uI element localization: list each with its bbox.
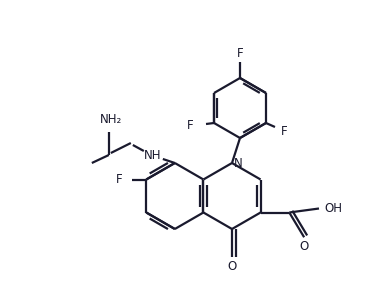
Text: NH: NH	[144, 149, 162, 162]
Text: F: F	[281, 125, 287, 138]
Text: F: F	[116, 173, 123, 186]
Text: O: O	[300, 240, 309, 253]
Text: OH: OH	[324, 202, 342, 215]
Text: F: F	[237, 46, 243, 59]
Text: F: F	[187, 118, 193, 131]
Text: O: O	[227, 260, 237, 273]
Text: NH₂: NH₂	[100, 112, 122, 126]
Text: N: N	[234, 157, 243, 170]
